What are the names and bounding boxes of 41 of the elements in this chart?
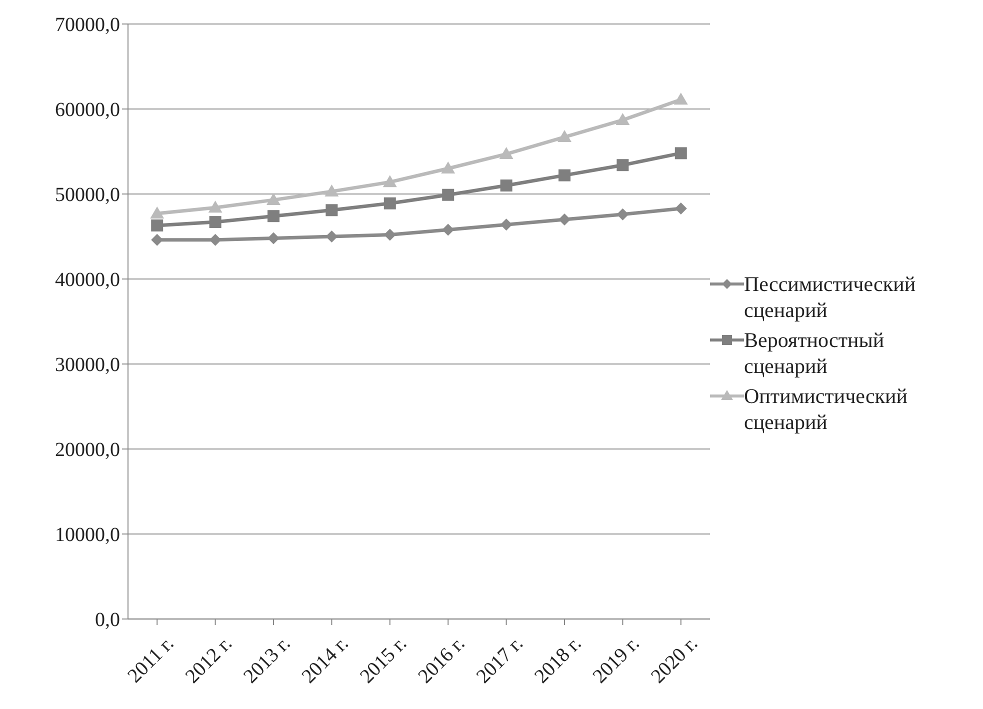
point	[674, 92, 688, 105]
y-tick-label: 10000,0	[55, 524, 120, 546]
point	[499, 147, 514, 160]
point	[674, 202, 687, 214]
y-tick-label: 30000,0	[55, 354, 120, 376]
point	[382, 175, 397, 188]
legend-label: Оптимистический сценарий	[744, 382, 908, 434]
point	[150, 206, 164, 219]
point	[324, 184, 339, 196]
point	[151, 219, 164, 232]
point	[558, 130, 572, 142]
point	[209, 234, 222, 246]
y-tick-label: 70000,0	[55, 14, 120, 36]
point	[616, 113, 630, 126]
y-tick-label: 20000,0	[55, 439, 120, 462]
y-tick-label: 60000,0	[55, 99, 120, 122]
point	[674, 147, 687, 160]
y-tick-label: 50000,0	[55, 184, 120, 206]
y-tick-label: 0,0	[95, 609, 120, 632]
legend-label: Вероятностный сценарий	[744, 326, 886, 378]
legend-label: Пессимистический сценарий	[744, 270, 917, 322]
point	[442, 224, 454, 236]
point	[558, 214, 570, 226]
point	[500, 218, 512, 231]
point	[268, 232, 280, 244]
point	[326, 204, 338, 216]
x-tick-label: 2011 г.	[124, 632, 178, 688]
point	[442, 188, 454, 201]
point	[384, 197, 396, 210]
point	[208, 200, 222, 213]
point	[616, 208, 629, 220]
point	[616, 159, 629, 172]
point	[268, 210, 280, 222]
point	[266, 192, 280, 205]
point	[384, 228, 396, 241]
point	[558, 169, 570, 182]
y-tick-label: 40000,0	[55, 269, 120, 292]
point	[209, 216, 222, 228]
point	[500, 180, 512, 192]
point	[441, 162, 456, 174]
point	[326, 230, 338, 242]
